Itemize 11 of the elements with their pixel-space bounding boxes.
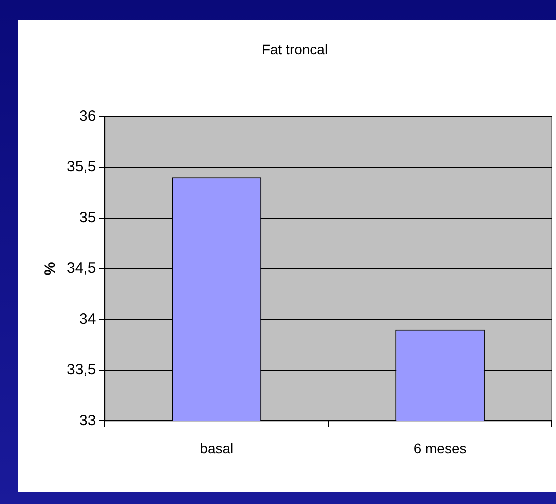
y-tick-label: 33 — [80, 412, 96, 430]
y-axis-title: % — [42, 262, 60, 276]
x-tick-label: 6 meses — [414, 440, 467, 456]
y-tick-label: 35 — [80, 209, 96, 226]
x-tick-label: basal — [200, 440, 234, 456]
y-tick-label: 35,5 — [66, 158, 96, 176]
y-tick-label: 36 — [80, 108, 96, 125]
y-tick-label: 34,5 — [66, 260, 96, 278]
y-tick-label: 34 — [80, 310, 96, 328]
y-tick-label: 33,5 — [66, 362, 96, 379]
chart-title: Fat troncal — [262, 41, 328, 58]
